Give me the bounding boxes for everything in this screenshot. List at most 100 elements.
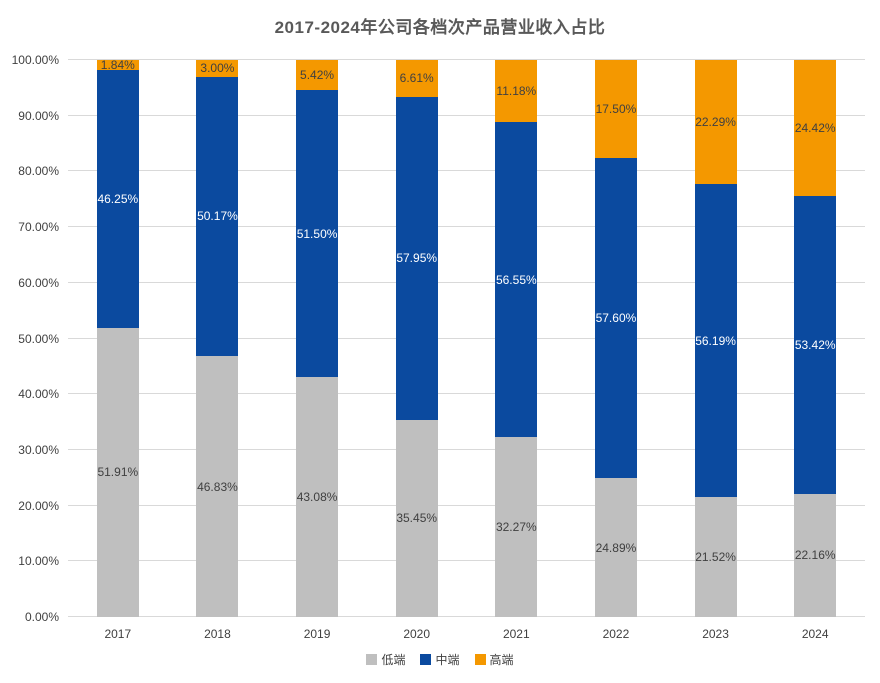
bar-segment-mid: 56.19% — [694, 184, 737, 498]
gridline — [68, 504, 865, 506]
x-axis-label: 2021 — [502, 627, 530, 641]
y-axis-tick-label: 70.00% — [18, 220, 59, 235]
bar-column: 51.91% 46.25% 1.84% 2017 — [68, 58, 168, 641]
bar-segment-low: 24.89% — [594, 478, 637, 617]
y-axis-tick-label: 20.00% — [18, 498, 59, 513]
bar-segment-mid: 53.42% — [794, 196, 837, 494]
gridline — [68, 59, 865, 60]
plot-area: 0.00% 10.00% 20.00% 30.00% 40.00% 50.00% 60.00… — [12, 54, 865, 641]
x-axis-label: 2017 — [104, 627, 132, 641]
bar-segment-high: 24.42% — [794, 60, 837, 197]
gridline — [68, 114, 865, 116]
bar-stack: 35.45% 57.95% 6.61% — [395, 59, 438, 617]
data-label-mid: 57.95% — [396, 251, 438, 266]
data-label-mid: 57.60% — [595, 310, 637, 325]
gridline — [68, 616, 865, 617]
bar-segment-mid: 57.95% — [395, 96, 438, 420]
bar-segment-high: 22.29% — [694, 60, 737, 185]
x-axis-label: 2023 — [702, 627, 729, 641]
y-axis-tick-label: 100.00% — [11, 53, 59, 67]
bar-segment-low: 22.16% — [794, 493, 837, 617]
bar-segment-mid: 51.50% — [296, 90, 339, 378]
data-label-high: 17.50% — [595, 101, 637, 116]
data-label-high: 11.18% — [496, 84, 537, 99]
data-label-high: 6.61% — [399, 71, 434, 86]
bar-stack: 46.83% 50.17% 3.00% — [196, 60, 239, 617]
bar-segment-mid: 56.55% — [495, 122, 538, 438]
legend-label: 中端 — [435, 653, 460, 667]
bar-stack: 21.52% 56.19% 22.29% — [694, 60, 737, 617]
data-label-low: 24.89% — [595, 540, 637, 555]
data-label-high: 22.29% — [695, 115, 736, 130]
data-label-mid: 53.42% — [794, 337, 836, 352]
legend-item-high: 高端 — [474, 651, 514, 668]
data-label-high: 1.84% — [100, 58, 135, 73]
bar-stack: 51.91% 46.25% 1.84% — [96, 58, 139, 617]
legend-swatch-high — [474, 654, 486, 665]
bar-stack: 32.27% 56.55% 11.18% — [495, 60, 538, 617]
chart-title: 2017-2024年公司各档次产品营业收入占比 — [274, 18, 606, 37]
bar-segment-high: 1.84% — [96, 58, 139, 73]
gridline — [68, 560, 865, 562]
bar-stack: 22.16% 53.42% 24.42% — [794, 60, 837, 617]
data-label-low: 51.91% — [97, 465, 139, 480]
bar-segment-low: 46.83% — [196, 356, 239, 617]
bar-segment-high: 11.18% — [495, 60, 538, 123]
y-axis-tick-label: 40.00% — [18, 387, 59, 402]
bar-segment-high: 6.61% — [395, 59, 438, 97]
bar-segment-low: 32.27% — [495, 437, 538, 617]
data-label-high: 3.00% — [200, 61, 235, 76]
legend-item-low: 低端 — [366, 651, 405, 668]
bar-segment-mid: 50.17% — [196, 76, 239, 357]
y-axis-tick-label: 10.00% — [18, 554, 59, 569]
bar-column: 21.52% 56.19% 22.29% 2023 — [666, 60, 766, 641]
bar-segment-mid: 46.25% — [96, 70, 139, 328]
x-axis-label: 2022 — [602, 627, 630, 641]
gridline — [68, 337, 865, 339]
bar-segment-low: 21.52% — [694, 497, 737, 617]
legend-label: 高端 — [489, 653, 514, 667]
y-axis-tick-label: 60.00% — [18, 275, 59, 290]
data-label-mid: 56.19% — [695, 333, 736, 348]
bar-column: 22.16% 53.42% 24.42% 2024 — [765, 60, 865, 641]
y-axis-tick-label: 80.00% — [18, 164, 59, 179]
bar-segment-high: 3.00% — [196, 60, 239, 77]
y-axis-tick-label: 50.00% — [18, 331, 59, 346]
y-axis-tick-label: 0.00% — [24, 610, 59, 624]
legend-label: 低端 — [381, 653, 406, 667]
x-axis-label: 2018 — [204, 627, 231, 641]
x-axis-label: 2019 — [303, 627, 331, 641]
legend-swatch-low — [366, 654, 378, 665]
bar-column: 32.27% 56.55% 11.18% 2021 — [467, 60, 567, 641]
data-label-low: 21.52% — [695, 550, 736, 565]
gridline — [68, 170, 865, 172]
gridline — [68, 226, 865, 228]
legend-item-mid: 中端 — [420, 651, 460, 668]
bar-column: 43.08% 51.50% 5.42% 2019 — [267, 60, 367, 641]
bar-segment-low: 35.45% — [395, 419, 438, 617]
legend: 低端 中端 高端 — [0, 651, 880, 668]
bar-segment-high: 17.50% — [594, 60, 637, 158]
bar-column: 46.83% 50.17% 3.00% 2018 — [168, 60, 268, 641]
gridline — [68, 393, 865, 395]
bar-segment-mid: 57.60% — [594, 157, 637, 479]
data-label-mid: 50.17% — [197, 209, 238, 224]
gridline — [68, 448, 865, 450]
legend-swatch-mid — [420, 654, 432, 665]
y-axis-tick-label: 90.00% — [18, 108, 59, 123]
data-label-low: 32.27% — [495, 520, 537, 535]
bar-stack: 43.08% 51.50% 5.42% — [296, 60, 339, 617]
gridline — [68, 281, 865, 283]
x-axis-label: 2024 — [801, 627, 829, 641]
data-label-low: 43.08% — [296, 490, 338, 505]
data-label-high: 24.42% — [794, 121, 836, 136]
bar-stack: 24.89% 57.60% 17.50% — [594, 60, 637, 617]
bar-segment-low: 43.08% — [296, 377, 339, 617]
data-label-low: 35.45% — [396, 511, 438, 526]
bar-column: 35.45% 57.95% 6.61% 2020 — [367, 59, 467, 641]
bar-segment-high: 5.42% — [296, 60, 339, 91]
data-label-mid: 56.55% — [495, 272, 537, 287]
bar-segment-low: 51.91% — [96, 327, 139, 617]
data-label-low: 46.83% — [197, 479, 238, 494]
